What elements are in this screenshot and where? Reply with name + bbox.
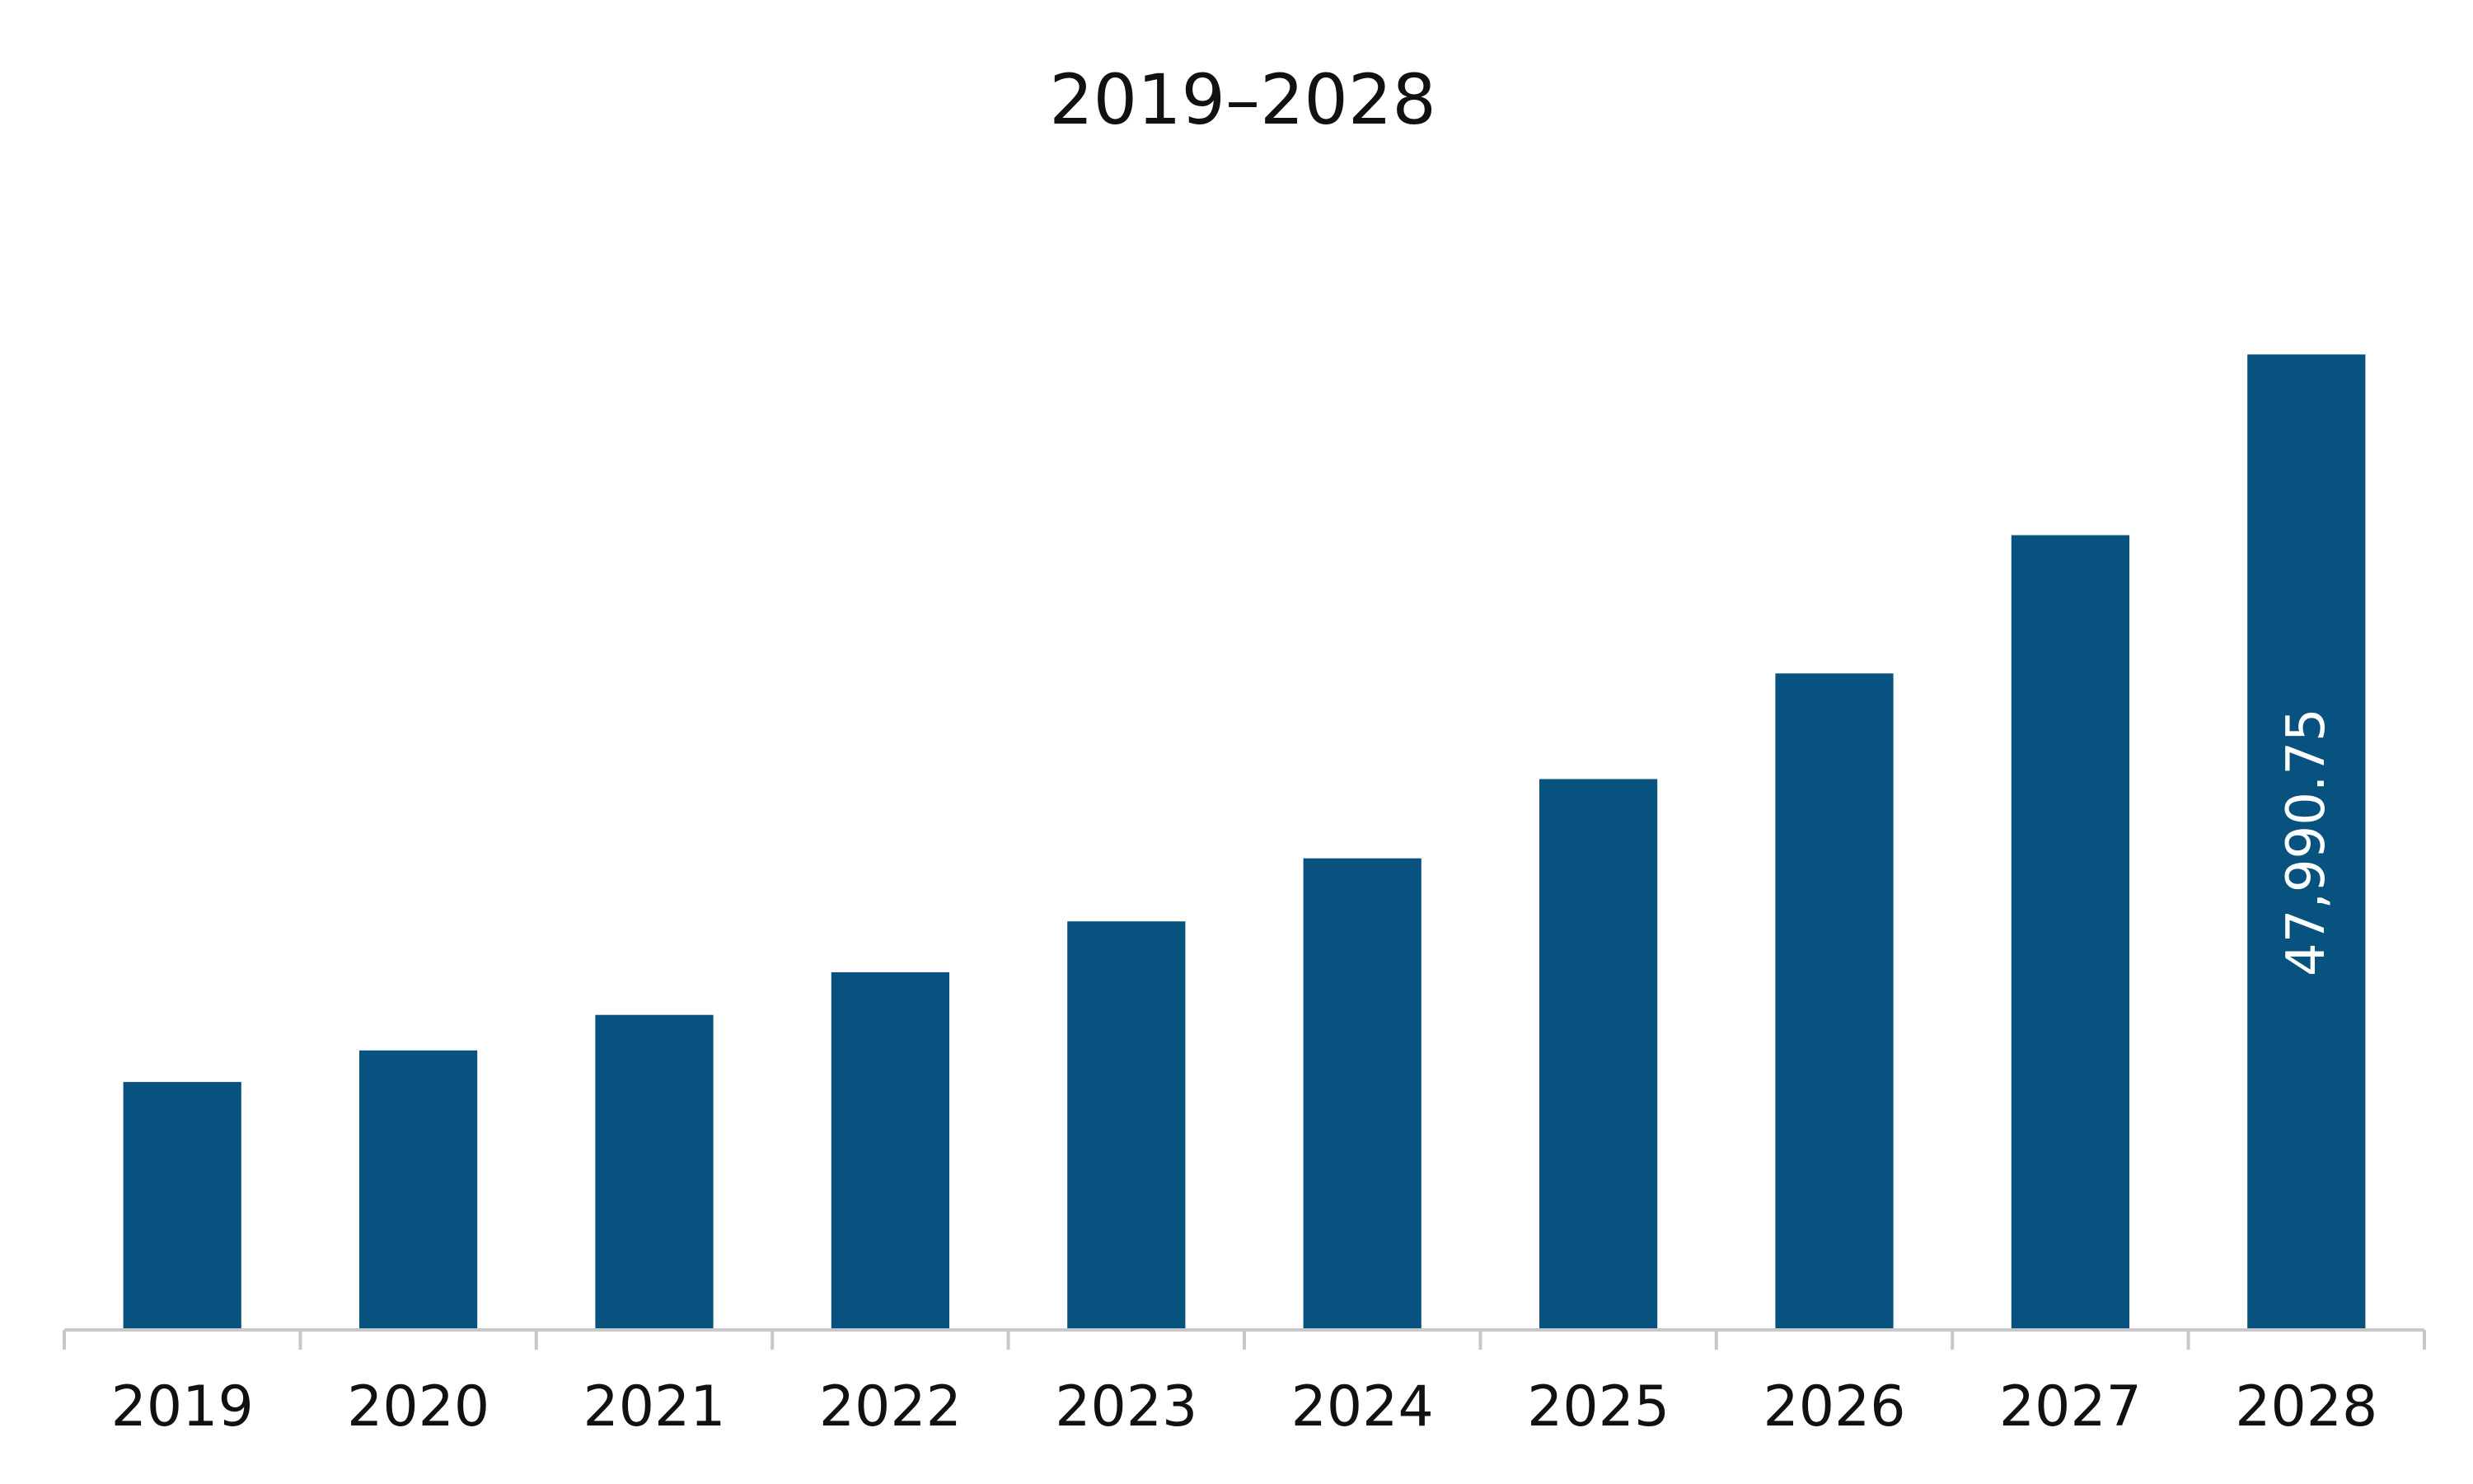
x-tick-label-2022: 2022: [819, 1374, 962, 1440]
chart-title: 2019–2028: [1049, 59, 1436, 140]
bar-2025: [1539, 779, 1658, 1330]
bar-2021: [595, 1014, 714, 1330]
x-tick-label-2020: 2020: [347, 1374, 489, 1440]
x-tick-label-2028: 2028: [2235, 1374, 2377, 1440]
bars-group: [123, 354, 2366, 1331]
data-label-2028: 47,990.75: [2276, 708, 2337, 976]
x-tick-label-2023: 2023: [1055, 1374, 1197, 1440]
x-tick-label-2025: 2025: [1527, 1374, 1670, 1440]
x-tick-label-2026: 2026: [1763, 1374, 1905, 1440]
x-tick-label-2021: 2021: [583, 1374, 725, 1440]
bar-2019: [123, 1082, 241, 1330]
x-tick-label-2019: 2019: [111, 1374, 254, 1440]
x-tick-label-2027: 2027: [1999, 1374, 2142, 1440]
bar-2024: [1303, 858, 1422, 1330]
bar-2027: [2011, 535, 2129, 1330]
bar-2022: [831, 971, 949, 1330]
data-labels-group: 47,990.75: [2276, 708, 2337, 976]
bar-2028: [2247, 354, 2366, 1331]
x-tick-labels: 2019 2020 2021 2022 2023 2024 2025 2026 2027 2028: [111, 1374, 2378, 1440]
bar-2020: [359, 1050, 478, 1330]
x-tick-label-2024: 2024: [1291, 1374, 1434, 1440]
bar-2023: [1067, 921, 1186, 1330]
bar-2026: [1775, 673, 1894, 1330]
x-axis: [63, 1328, 2426, 1350]
